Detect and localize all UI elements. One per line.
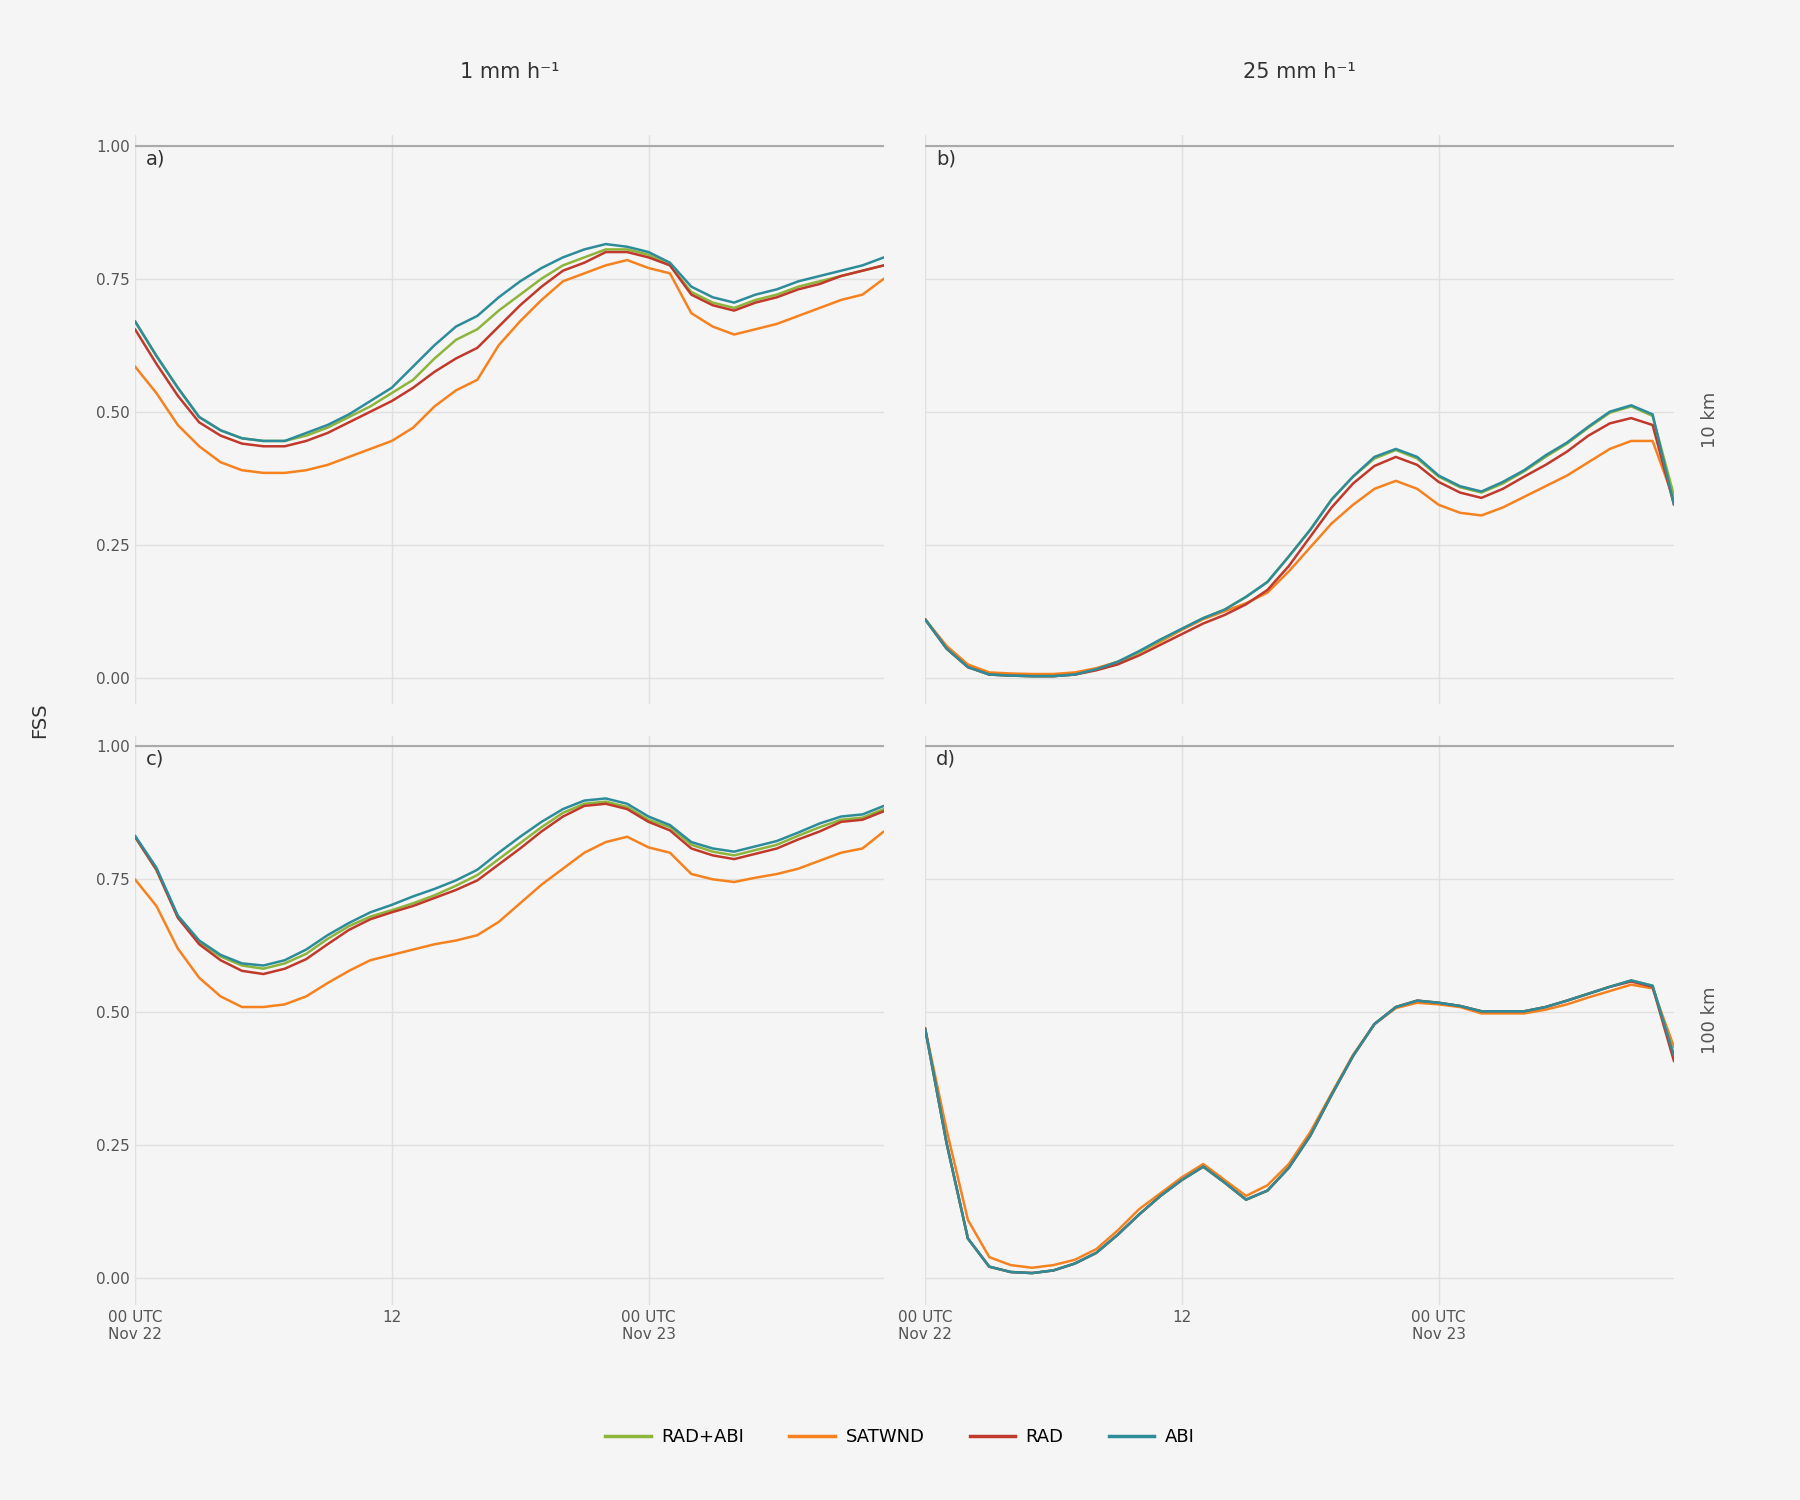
Text: 25 mm h⁻¹: 25 mm h⁻¹ <box>1244 63 1355 82</box>
Text: 10 km: 10 km <box>1701 392 1719 448</box>
Legend: RAD+ABI, SATWND, RAD, ABI: RAD+ABI, SATWND, RAD, ABI <box>598 1420 1202 1454</box>
Text: b): b) <box>936 148 956 168</box>
Text: 100 km: 100 km <box>1701 987 1719 1054</box>
Text: a): a) <box>146 148 166 168</box>
Text: d): d) <box>936 750 956 770</box>
Text: c): c) <box>146 750 164 770</box>
Text: 1 mm h⁻¹: 1 mm h⁻¹ <box>459 63 560 82</box>
Text: FSS: FSS <box>31 702 49 738</box>
